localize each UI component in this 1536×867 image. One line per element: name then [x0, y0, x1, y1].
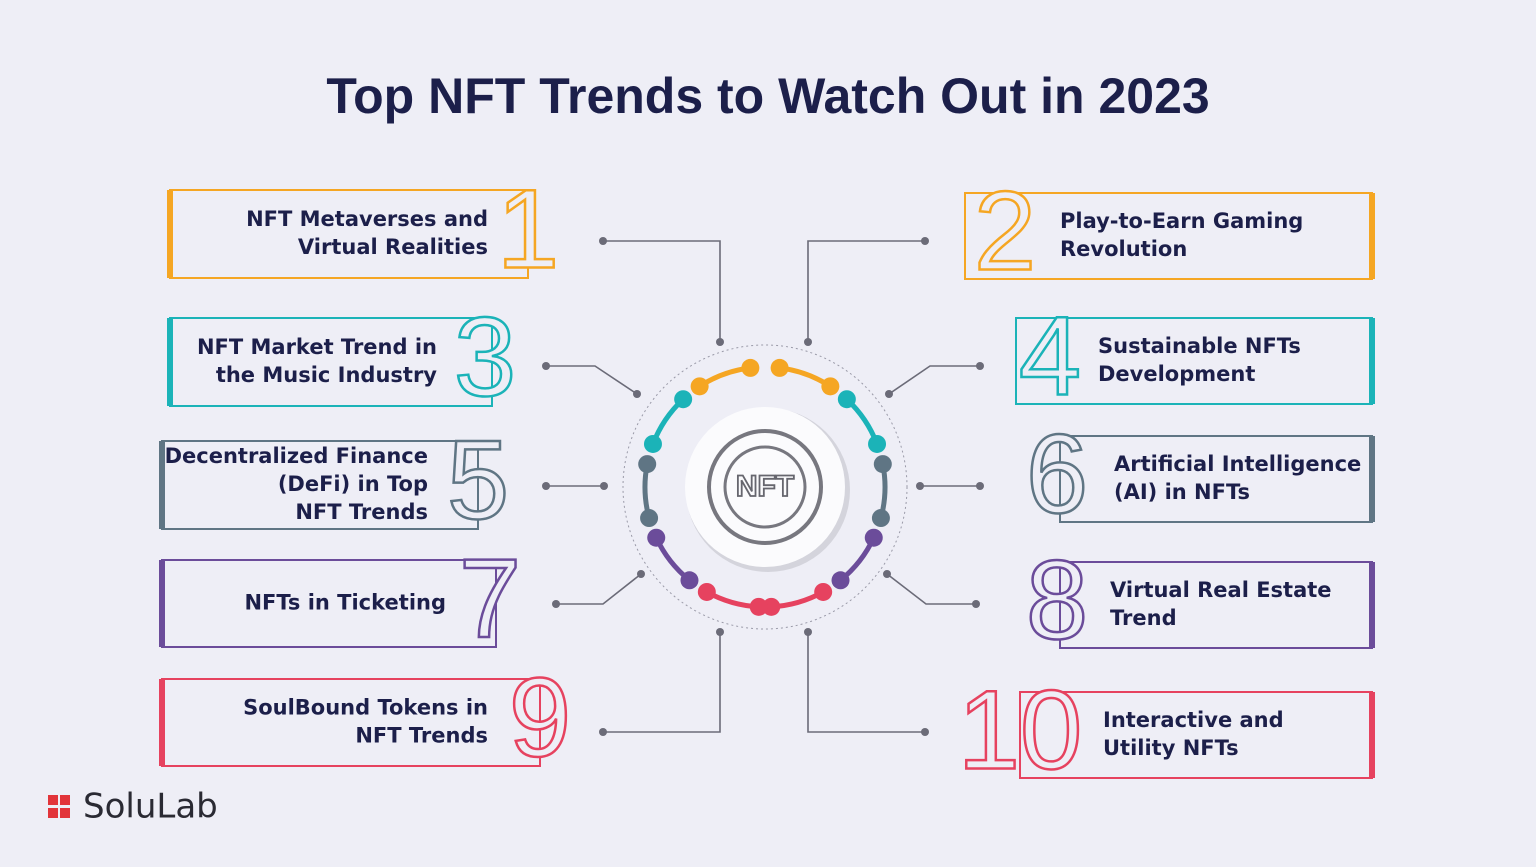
ring-dot: [697, 582, 716, 601]
title: Top NFT Trends to Watch Out in 2023: [326, 68, 1209, 124]
trend-item: 5 Decentralized Finance (DeFi) in Top NFT T…: [159, 416, 510, 544]
connectors: [542, 237, 984, 736]
item-box: [169, 317, 493, 407]
item-label: Trend: [1110, 606, 1177, 630]
trend-item: 2 Play-to-Earn Gaming Revolution: [964, 167, 1375, 295]
ring-dot: [674, 390, 693, 409]
trend-item: 4 Sustainable NFTs Development: [1015, 292, 1375, 420]
item-label: NFT Market Trend in: [197, 335, 437, 359]
item-label: (AI) in NFTs: [1114, 480, 1250, 504]
item-number: 8: [1026, 538, 1088, 663]
ring-dot: [873, 455, 892, 474]
ring-dot: [831, 571, 850, 590]
item-box: [161, 678, 541, 767]
ring-dot: [741, 358, 760, 377]
item-box: [1059, 561, 1373, 649]
item-label: Development: [1098, 362, 1255, 386]
ring-dot: [643, 434, 662, 453]
trend-item: 6 Artificial Intelligence (AI) in NFTs: [1025, 410, 1375, 538]
item-label: Decentralized Finance: [165, 444, 428, 468]
ring-dot: [864, 528, 883, 547]
trend-item: 7 NFTs in Ticketing: [159, 535, 522, 662]
item-label: Play-to-Earn Gaming: [1060, 209, 1303, 233]
ring-dot: [770, 358, 789, 377]
item-label: the Music Industry: [216, 363, 437, 387]
logo: SoluLab: [48, 787, 218, 827]
ring-dot: [871, 509, 890, 528]
item-number: 7: [459, 536, 521, 661]
item-label: Artificial Intelligence: [1114, 452, 1361, 476]
trend-item: 8 Virtual Real Estate Trend: [1025, 536, 1375, 664]
ring-dot: [821, 377, 840, 396]
item-label: NFT Trends: [355, 724, 488, 748]
ring-dot: [837, 390, 856, 409]
ring-dot: [868, 434, 887, 453]
item-label: Revolution: [1060, 237, 1187, 261]
item-label: Virtual Real Estate: [1110, 578, 1332, 602]
trend-item: 10 Interactive and Utility NFTs: [956, 666, 1375, 794]
item-number: 5: [447, 418, 509, 543]
item-label: SoulBound Tokens in: [243, 696, 488, 720]
item-label: Utility NFTs: [1103, 736, 1239, 760]
item-number: 2: [974, 169, 1036, 294]
ring-dot: [640, 509, 659, 528]
item-box: [1059, 435, 1373, 523]
center-badge: NFT: [685, 407, 850, 572]
ring-dot: [647, 528, 666, 547]
trend-item: 1 NFT Metaverses and Virtual Realities: [167, 165, 560, 293]
logo-text: SoluLab: [83, 787, 218, 827]
center-ring: [622, 344, 908, 630]
item-number: 4: [1019, 294, 1081, 419]
item-number: 1: [497, 167, 559, 292]
item-box: [169, 189, 529, 279]
center-label: NFT: [736, 470, 794, 503]
ring-dot: [680, 571, 699, 590]
ring-dot: [638, 455, 657, 474]
item-number: 3: [454, 295, 516, 420]
trend-item: 3 NFT Market Trend in the Music Industry: [167, 293, 517, 421]
item-label: Sustainable NFTs: [1098, 334, 1301, 358]
item-label: NFTs in Ticketing: [244, 591, 446, 615]
item-label: Virtual Realities: [298, 235, 488, 259]
item-number: 10: [958, 668, 1083, 793]
ring-dot: [814, 582, 833, 601]
item-number: 9: [509, 655, 571, 780]
trend-item: 9 SoulBound Tokens in NFT Trends: [159, 654, 572, 781]
item-number: 6: [1026, 412, 1088, 537]
item-label: NFT Metaverses and: [246, 207, 488, 231]
ring-dot: [749, 597, 768, 616]
item-label: (DeFi) in Top: [278, 472, 428, 496]
ring-dot: [690, 377, 709, 396]
item-label: Interactive and: [1103, 708, 1284, 732]
ring-dot: [762, 597, 781, 616]
item-label: NFT Trends: [295, 500, 428, 524]
